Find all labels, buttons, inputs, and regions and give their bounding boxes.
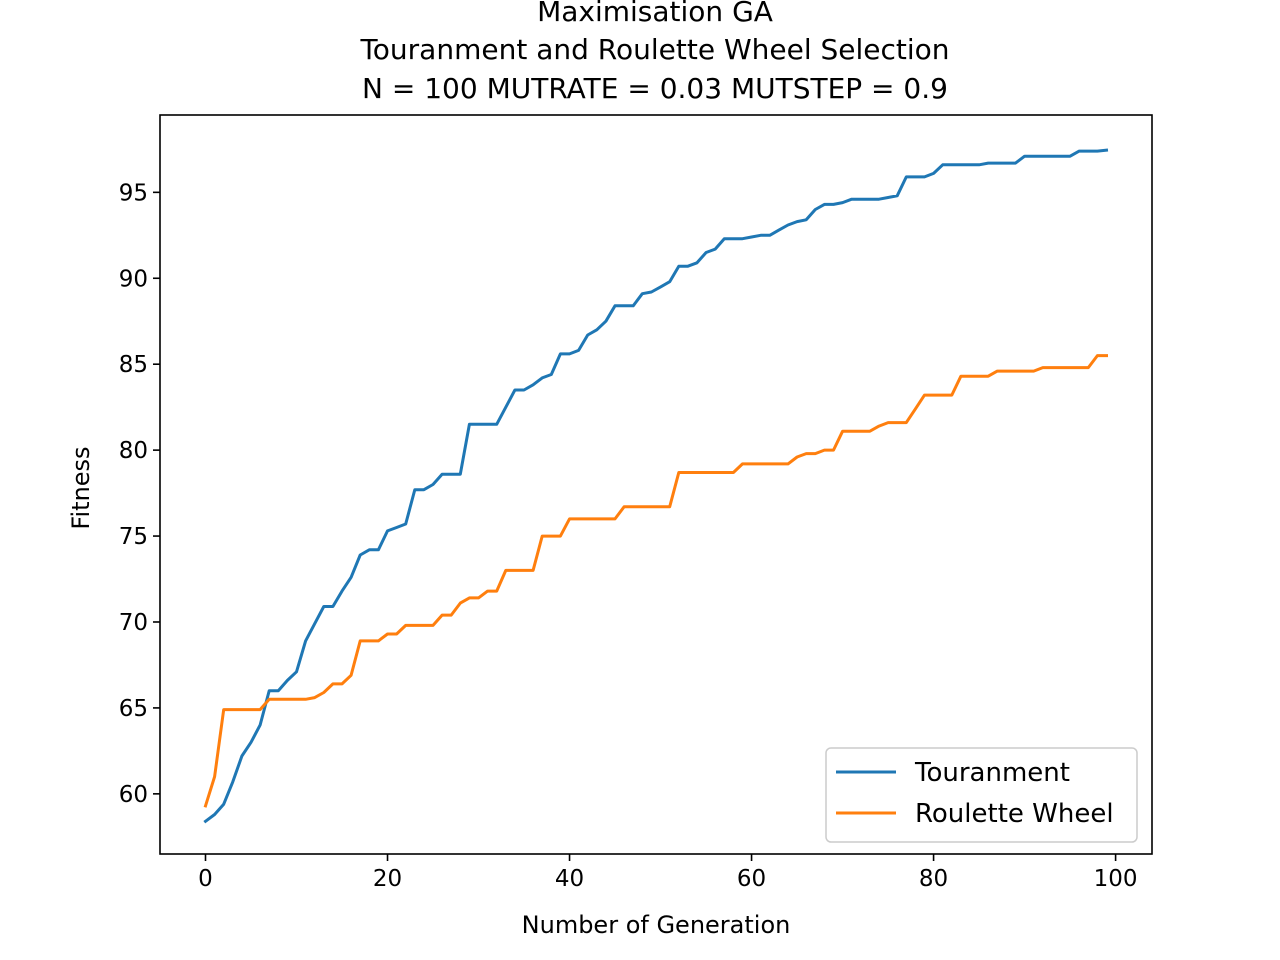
legend-box [825, 747, 1138, 843]
y-tick-label: 65 [119, 696, 148, 722]
legend-label-touranment: Touranment [914, 758, 1070, 788]
x-tick-label: 40 [555, 866, 584, 892]
x-tick-label: 0 [198, 866, 213, 892]
x-tick-label: 60 [737, 866, 766, 892]
axes-frame [159, 114, 1153, 855]
legend-label-roulette-wheel: Roulette Wheel [915, 799, 1114, 829]
x-axis-label: Number of Generation [522, 911, 791, 939]
x-tick-label: 100 [1094, 866, 1138, 892]
series-line-touranment [203, 148, 1109, 824]
legend: Touranment Roulette Wheel [825, 747, 1138, 843]
x-tick-label: 20 [373, 866, 402, 892]
y-tick-label: 85 [119, 352, 148, 378]
y-tick-label: 80 [119, 438, 148, 464]
y-tick-label: 95 [119, 180, 148, 206]
x-tick-label: 80 [919, 866, 948, 892]
x-axis-ticks: 0 20 40 60 80 100 [198, 854, 1138, 892]
chart-title: Maximisation GA Touranment and Roulette … [359, 0, 949, 105]
chart-title-line-2: Touranment and Roulette Wheel Selection [359, 33, 949, 66]
chart-title-line-1: Maximisation GA [537, 0, 773, 28]
y-tick-label: 75 [119, 524, 148, 550]
series-line-roulette-wheel [203, 354, 1108, 808]
plot-area [203, 148, 1109, 824]
y-tick-label: 70 [119, 610, 148, 636]
y-axis-label: Fitness [67, 446, 95, 529]
y-axis-ticks: 60 65 70 75 80 85 90 95 [119, 180, 160, 808]
y-tick-label: 60 [119, 782, 148, 808]
chart-title-line-3: N = 100 MUTRATE = 0.03 MUTSTEP = 0.9 [362, 72, 948, 105]
y-tick-label: 90 [119, 266, 148, 292]
